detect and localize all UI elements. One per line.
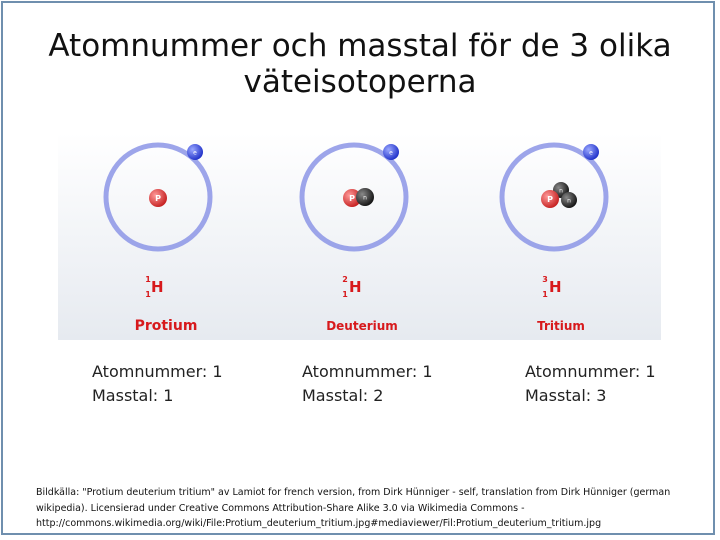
electron bbox=[583, 144, 599, 160]
orbit-ring bbox=[103, 142, 213, 252]
footnote-line-3: http://commons.wikimedia.org/wiki/File:P… bbox=[36, 518, 602, 529]
atomic-number: 1 bbox=[145, 290, 151, 299]
element-symbol: H bbox=[151, 278, 164, 296]
mass-number-text: Masstal: 3 bbox=[525, 386, 607, 405]
orbit-ring bbox=[499, 142, 609, 252]
orbit-ring bbox=[299, 142, 409, 252]
info-protium: Atomnummer: 1 Masstal: 1 bbox=[92, 360, 223, 408]
element-symbol: H bbox=[349, 278, 362, 296]
electron bbox=[187, 144, 203, 160]
isotope-diagram: e P 1 1 H Protium e P n 2 1 H Deuterium … bbox=[58, 133, 661, 340]
isotope-tritium: e n P n 3 1 H Tritium bbox=[499, 142, 609, 333]
proton bbox=[541, 190, 559, 208]
isotope-deuterium: e P n 2 1 H Deuterium bbox=[299, 142, 409, 333]
mass-number-text: Masstal: 1 bbox=[92, 386, 174, 405]
isotope-name: Tritium bbox=[537, 319, 585, 333]
atomic-number-text: Atomnummer: 1 bbox=[92, 362, 223, 381]
isotope-protium: e P 1 1 H Protium bbox=[103, 142, 213, 334]
neutron bbox=[356, 188, 374, 206]
title-line-2: väteisotoperna bbox=[243, 64, 477, 100]
electron-label: e bbox=[589, 150, 593, 157]
element-symbol: H bbox=[549, 278, 562, 296]
electron bbox=[383, 144, 399, 160]
atomic-number: 1 bbox=[542, 290, 548, 299]
mass-number: 2 bbox=[342, 275, 348, 284]
electron-label: e bbox=[389, 150, 393, 157]
proton-label: P bbox=[155, 194, 161, 203]
footnote-line-2: wikipedia). Licensierad under Creative C… bbox=[36, 502, 525, 514]
atomic-number-text: Atomnummer: 1 bbox=[302, 362, 433, 381]
atomic-number: 1 bbox=[342, 290, 348, 299]
proton-label: P bbox=[547, 195, 553, 204]
mass-number: 1 bbox=[145, 275, 151, 284]
proton bbox=[149, 189, 167, 207]
neutron bbox=[561, 192, 577, 208]
title-line-1: Atomnummer och masstal för de 3 olika bbox=[48, 28, 672, 64]
neutron-label: n bbox=[559, 188, 563, 195]
info-tritium: Atomnummer: 1 Masstal: 3 bbox=[525, 360, 656, 408]
image-source-footnote: Bildkälla: "Protium deuterium tritium" a… bbox=[36, 485, 696, 532]
isotope-name: Deuterium bbox=[326, 319, 398, 333]
diagram-background bbox=[58, 133, 661, 340]
mass-number-text: Masstal: 2 bbox=[302, 386, 384, 405]
neutron-label: n bbox=[363, 195, 367, 202]
slide-title: Atomnummer och masstal för de 3 olika vä… bbox=[40, 28, 680, 100]
info-deuterium: Atomnummer: 1 Masstal: 2 bbox=[302, 360, 433, 408]
isotope-name: Protium bbox=[135, 318, 198, 334]
proton bbox=[343, 189, 361, 207]
neutron-label: n bbox=[567, 198, 571, 205]
footnote-line-1: Bildkälla: "Protium deuterium tritium" a… bbox=[36, 487, 671, 498]
proton-label: P bbox=[349, 194, 355, 203]
mass-number: 3 bbox=[542, 275, 548, 284]
electron-label: e bbox=[193, 150, 197, 157]
atomic-number-text: Atomnummer: 1 bbox=[525, 362, 656, 381]
